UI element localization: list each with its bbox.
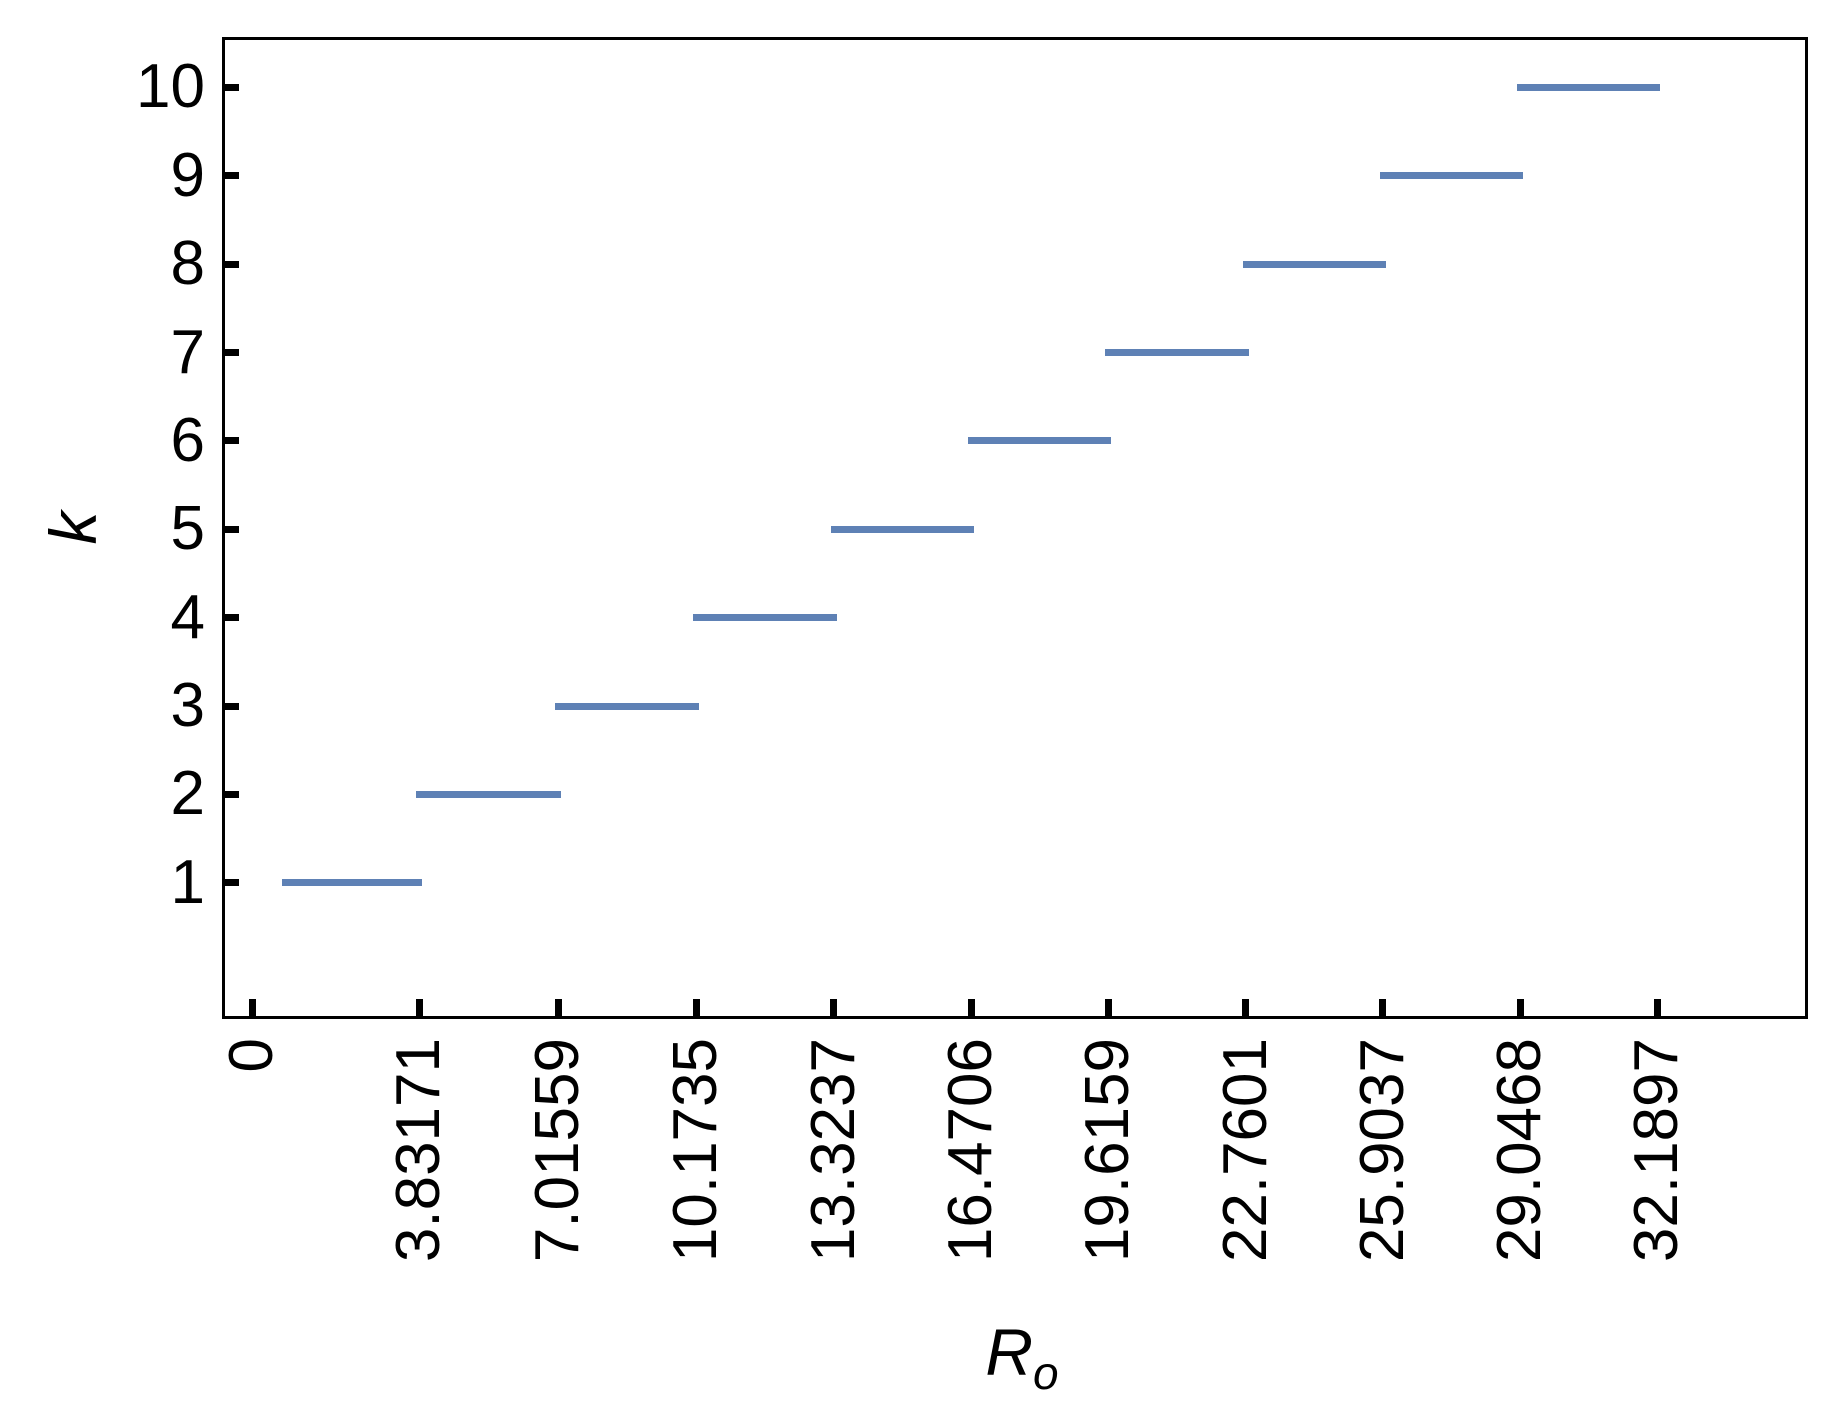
x-tick [967,999,975,1016]
x-tick [1104,999,1112,1016]
y-tick [222,437,239,445]
step-segment-k8 [1242,260,1386,268]
x-axis-label-subscript: o [1033,1347,1059,1399]
y-tick-label: 2 [170,759,205,829]
y-tick-label: 10 [136,52,205,122]
y-tick [222,525,239,533]
x-tick [415,999,423,1016]
y-tick [222,790,239,798]
y-tick-label: 6 [170,405,205,475]
y-tick [222,349,239,357]
y-axis-label: k [36,496,110,560]
x-axis-label-base: R [985,1315,1034,1389]
y-tick-label: 3 [170,671,205,741]
step-segment-k4 [693,614,837,622]
y-tick [222,83,239,91]
y-tick-label: 4 [170,582,205,652]
y-tick [222,879,239,887]
step-segment-k9 [1379,172,1524,180]
x-tick [1242,999,1250,1016]
x-tick [830,999,838,1016]
step-segment-k6 [968,437,1112,445]
x-tick [1653,999,1661,1016]
y-tick-label: 5 [170,494,205,564]
step-segment-k3 [555,702,700,710]
y-axis-label-text: k [36,511,110,545]
step-segment-k7 [1105,349,1249,357]
y-tick-label: 7 [170,317,205,387]
y-tick [222,260,239,268]
y-tick [222,702,239,710]
y-tick-label: 8 [170,229,205,299]
x-tick [1379,999,1387,1016]
y-tick-label: 1 [170,847,205,917]
step-segment-k5 [830,525,975,533]
x-axis-label: Ro [985,1319,1058,1396]
x-tick [248,999,256,1016]
x-tick [1516,999,1524,1016]
step-segment-k10 [1517,83,1661,91]
step-segment-k1 [281,879,423,887]
y-tick [222,172,239,180]
x-tick [554,999,562,1016]
step-segment-k2 [416,790,562,798]
plot-frame [222,37,1808,1019]
y-tick [222,614,239,622]
y-tick-label: 9 [170,140,205,210]
x-tick [692,999,700,1016]
